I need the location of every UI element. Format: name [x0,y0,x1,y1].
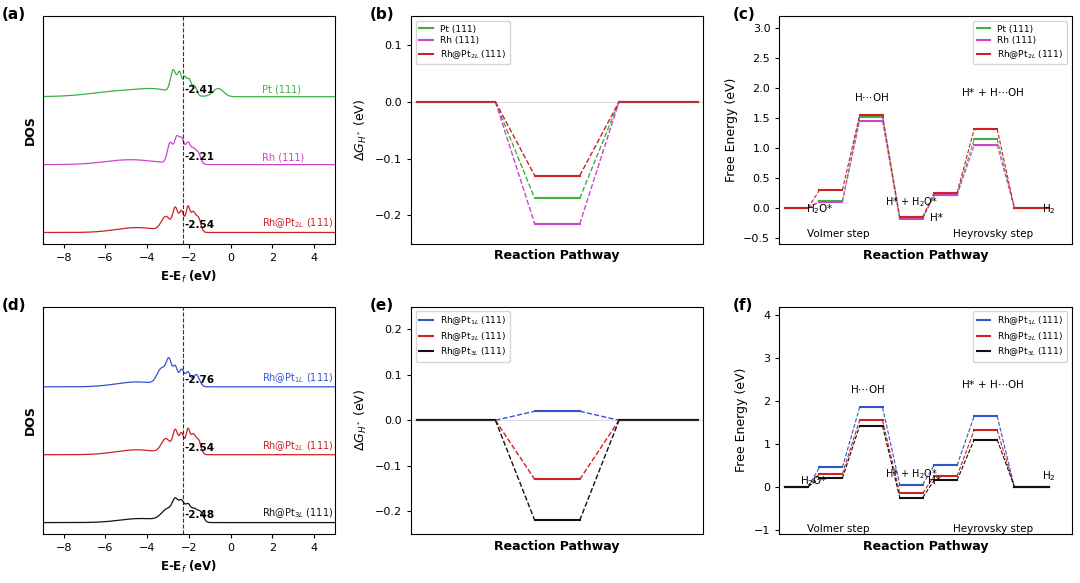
Y-axis label: $\Delta G_{H^*}$ (eV): $\Delta G_{H^*}$ (eV) [353,389,369,451]
Text: H*: H* [929,476,942,486]
Text: H* + H$\cdots$OH: H* + H$\cdots$OH [960,378,1024,391]
Text: -2.54: -2.54 [185,442,215,452]
Text: H$_2$O*: H$_2$O* [806,202,834,216]
Text: -2.54: -2.54 [185,220,215,230]
Text: H$_2$O*: H$_2$O* [800,474,827,488]
Text: H$_2$: H$_2$ [1042,469,1056,483]
Text: H* + H$_2$O*: H* + H$_2$O* [885,467,937,481]
X-axis label: Reaction Pathway: Reaction Pathway [495,250,620,262]
Text: H$_2$: H$_2$ [1042,202,1056,216]
Y-axis label: DOS: DOS [24,115,37,145]
Text: Rh@Pt$_{2L}$ (111): Rh@Pt$_{2L}$ (111) [262,439,334,452]
X-axis label: E-E$_f$ (eV): E-E$_f$ (eV) [160,559,217,575]
Text: (d): (d) [2,297,26,312]
Text: H$\cdots$OH: H$\cdots$OH [850,383,885,395]
Text: Heyrovsky step: Heyrovsky step [953,524,1032,533]
Text: (f): (f) [732,297,753,312]
Text: H*: H* [930,213,943,223]
Text: H* + H$\cdots$OH: H* + H$\cdots$OH [960,86,1024,98]
X-axis label: Reaction Pathway: Reaction Pathway [863,539,988,553]
Text: Pt (111): Pt (111) [262,85,301,94]
Y-axis label: $\Delta G_{H^*}$ (eV): $\Delta G_{H^*}$ (eV) [353,99,369,161]
Y-axis label: Free Energy (eV): Free Energy (eV) [735,368,748,472]
Text: H$\cdots$OH: H$\cdots$OH [854,90,889,103]
Text: Volmer step: Volmer step [807,524,869,533]
X-axis label: Reaction Pathway: Reaction Pathway [495,539,620,553]
Text: -2.48: -2.48 [185,510,215,521]
Text: (e): (e) [370,297,394,312]
Text: (c): (c) [732,8,755,22]
Legend: Pt (111), Rh (111), Rh@Pt$_{2L}$ (111): Pt (111), Rh (111), Rh@Pt$_{2L}$ (111) [416,21,510,64]
X-axis label: E-E$_f$ (eV): E-E$_f$ (eV) [160,268,217,285]
Legend: Rh@Pt$_{1L}$ (111), Rh@Pt$_{2L}$ (111), Rh@Pt$_{3L}$ (111): Rh@Pt$_{1L}$ (111), Rh@Pt$_{2L}$ (111), … [973,311,1067,362]
Text: Heyrovsky step: Heyrovsky step [953,229,1032,239]
Text: Rh (111): Rh (111) [262,152,305,163]
Text: Rh@Pt$_{3L}$ (111): Rh@Pt$_{3L}$ (111) [262,507,334,521]
Y-axis label: DOS: DOS [24,405,37,436]
Legend: Pt (111), Rh (111), Rh@Pt$_{2L}$ (111): Pt (111), Rh (111), Rh@Pt$_{2L}$ (111) [973,21,1067,64]
Legend: Rh@Pt$_{1L}$ (111), Rh@Pt$_{2L}$ (111), Rh@Pt$_{3L}$ (111): Rh@Pt$_{1L}$ (111), Rh@Pt$_{2L}$ (111), … [416,311,510,362]
Text: -2.41: -2.41 [185,85,215,94]
Text: Rh@Pt$_{1L}$ (111): Rh@Pt$_{1L}$ (111) [262,371,334,385]
Text: H* + H$_2$O*: H* + H$_2$O* [885,195,937,209]
Text: -2.76: -2.76 [185,375,215,385]
Text: -2.21: -2.21 [185,152,214,163]
Text: Volmer step: Volmer step [807,229,869,239]
X-axis label: Reaction Pathway: Reaction Pathway [863,250,988,262]
Text: Rh@Pt$_{2L}$ (111): Rh@Pt$_{2L}$ (111) [262,216,334,230]
Text: (a): (a) [2,8,26,22]
Text: (b): (b) [370,8,395,22]
Y-axis label: Free Energy (eV): Free Energy (eV) [725,78,738,182]
